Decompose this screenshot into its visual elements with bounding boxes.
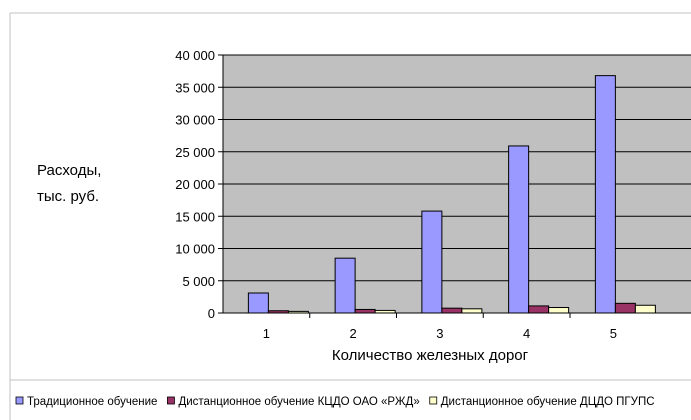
bar-3-cat-4: [548, 307, 570, 314]
x-tick-label: 3: [436, 326, 443, 341]
y-tick-labels: 0 5 000 10 000 15 000 20 000 25 000 30 000 35 0…: [175, 48, 215, 321]
legend-label-3: Дистанционное обучение ДЦДО ПГУПС: [441, 396, 655, 408]
legend-swatch-1: [15, 396, 24, 405]
y-axis-title-line-2: тыс. руб.: [37, 188, 99, 205]
bar-1-cat-3: [421, 210, 443, 314]
axes: [222, 55, 691, 318]
y-tick-label: 25 000: [175, 145, 215, 160]
x-tick-label: 5: [610, 326, 617, 341]
x-tick-labels: 1 2 3 4 5: [263, 326, 617, 341]
bar-2-cat-3: [441, 307, 463, 314]
legend-label-1: Традиционное обучение: [27, 396, 157, 408]
legend: Традиционное обучение Дистанционное обуче…: [15, 396, 655, 408]
bar-3-cat-3: [461, 308, 483, 314]
bar-2-cat-4: [528, 305, 550, 314]
bar-1-cat-5: [594, 75, 616, 314]
y-tick-label: 20 000: [175, 177, 215, 192]
legend-swatch-3: [429, 396, 438, 405]
x-tick-label: 2: [350, 326, 357, 341]
y-tick-label: 35 000: [175, 80, 215, 95]
bar-2-cat-2: [354, 308, 376, 314]
x-axis-title: Количество железных дорог: [332, 347, 529, 364]
bar-3-cat-5: [634, 304, 656, 314]
bar-1-cat-4: [508, 145, 530, 314]
y-tick-label: 0: [208, 306, 215, 321]
x-tick-label: 1: [263, 326, 270, 341]
x-tick-label: 4: [523, 326, 530, 341]
legend-label-2: Дистанционное обучение КЦДО ОАО «РЖД»: [178, 396, 419, 408]
y-tick-label: 10 000: [175, 242, 215, 257]
bar-1-cat-2: [334, 257, 356, 314]
bars: [247, 75, 656, 314]
y-axis-title-line-1: Расходы,: [37, 162, 101, 179]
y-tick-label: 15 000: [175, 209, 215, 224]
y-tick-label: 30 000: [175, 113, 215, 128]
bar-2-cat-5: [614, 302, 636, 314]
bar-1-cat-1: [247, 292, 269, 314]
legend-swatch-2: [167, 396, 175, 405]
y-tick-label: 40 000: [175, 48, 215, 63]
y-tick-label: 5 000: [182, 274, 215, 289]
